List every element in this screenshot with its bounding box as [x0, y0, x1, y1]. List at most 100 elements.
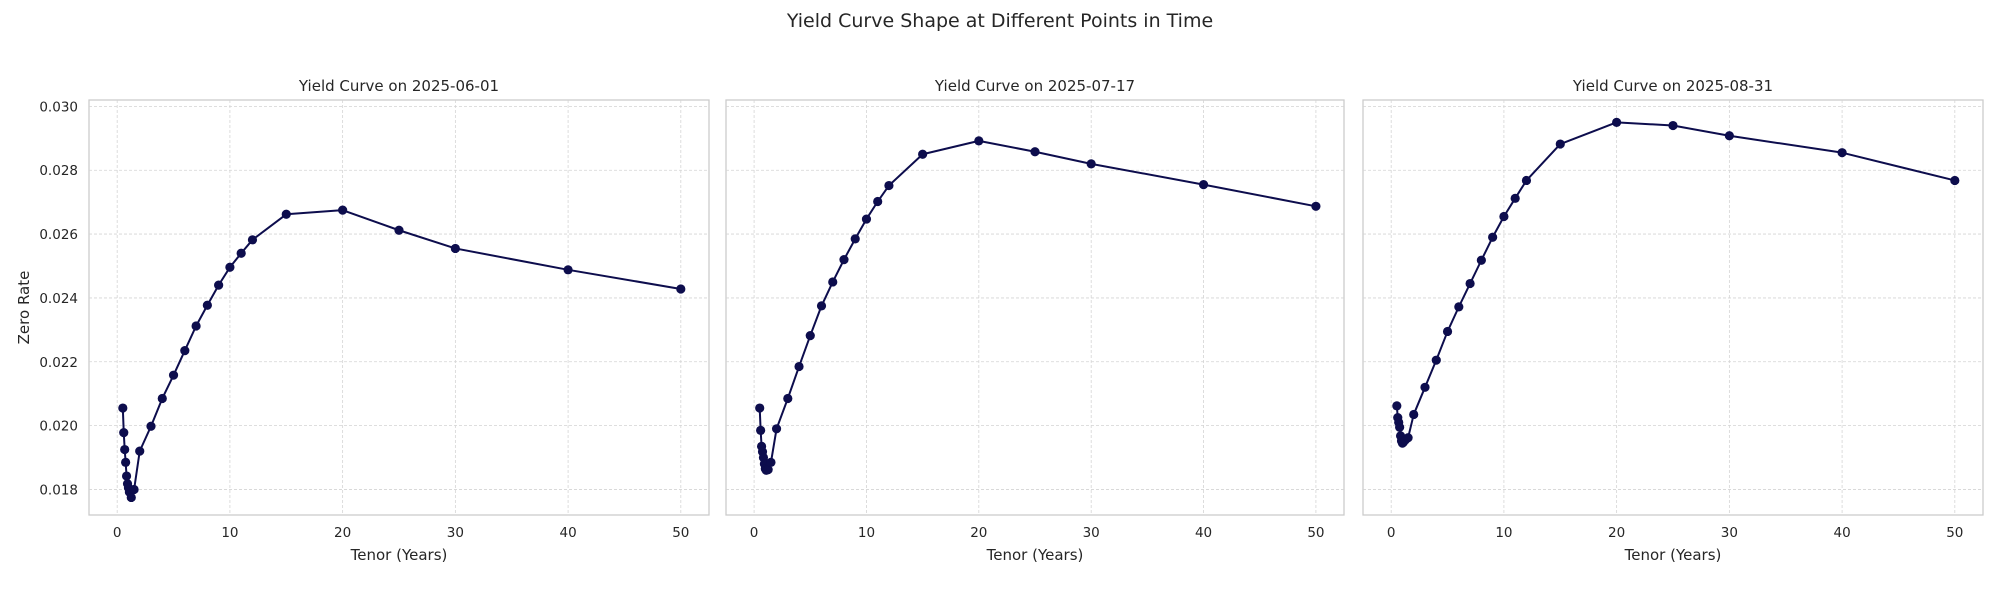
data-point	[763, 465, 773, 475]
data-point	[884, 180, 894, 191]
data-point	[839, 255, 849, 265]
x-tick-label: 40	[1195, 525, 1212, 541]
data-point	[918, 149, 928, 159]
x-tick-label: 20	[334, 525, 351, 541]
data-point	[450, 243, 460, 254]
y-axis-label: Zero Rate	[15, 271, 33, 345]
data-point	[338, 205, 348, 215]
data-point	[1392, 401, 1402, 411]
data-point	[120, 444, 130, 455]
x-tick-label: 0	[1387, 525, 1396, 541]
data-point	[816, 301, 827, 311]
data-point	[180, 345, 190, 356]
data-point	[794, 361, 804, 372]
data-point	[1420, 382, 1430, 392]
data-point	[146, 421, 156, 431]
data-point	[1488, 232, 1498, 242]
y-tick-label: 0.022	[39, 355, 78, 371]
data-point	[1442, 326, 1453, 337]
data-point	[129, 484, 139, 495]
panel-title: Yield Curve on 2025-06-01	[298, 77, 499, 95]
x-tick-label: 0	[113, 525, 122, 541]
data-point	[157, 393, 167, 404]
data-point	[1409, 409, 1419, 420]
panel-2: 0 10 20 30 40 50 Yield Curve on 2025-07-17 Teno…	[725, 77, 1345, 564]
data-point	[1311, 201, 1321, 211]
y-tick-label: 0.018	[39, 482, 78, 498]
data-point	[771, 424, 782, 434]
x-tick-label: 0	[750, 525, 759, 541]
x-tick-label: 10	[1495, 525, 1512, 541]
data-point	[1403, 433, 1413, 443]
x-tick-label: 40	[1833, 525, 1850, 541]
data-point	[236, 248, 246, 258]
plot-area	[725, 99, 1345, 516]
data-point	[974, 136, 984, 146]
x-tick-label: 40	[559, 525, 576, 541]
data-point	[1950, 175, 1960, 186]
plot-area	[88, 99, 710, 516]
data-point	[168, 370, 179, 380]
x-tick-label: 20	[970, 525, 987, 541]
panel-3: 0 10 20 30 40 50 Yield Curve on 2025-08-31 Teno…	[1362, 77, 1984, 564]
x-tick-label: 20	[1608, 525, 1625, 541]
data-point	[1395, 422, 1405, 432]
x-tick-label: 10	[858, 525, 875, 541]
x-tick-label: 50	[1946, 525, 1963, 541]
x-axis-label: Tenor (Years)	[986, 546, 1084, 564]
data-point	[766, 457, 776, 467]
data-point	[1668, 120, 1678, 131]
x-tick-label: 30	[1083, 525, 1100, 541]
data-point	[805, 330, 815, 341]
data-point	[394, 225, 404, 235]
data-point	[676, 284, 686, 294]
data-point	[1837, 148, 1847, 158]
data-point	[119, 428, 129, 438]
data-point	[225, 262, 235, 272]
x-axis-label: Tenor (Years)	[350, 546, 448, 564]
data-point	[247, 235, 258, 245]
data-point	[1499, 211, 1509, 222]
data-point	[121, 457, 131, 467]
data-point	[191, 321, 201, 331]
data-point	[118, 403, 128, 413]
data-point	[126, 492, 136, 503]
data-point	[202, 300, 212, 310]
data-point	[563, 265, 573, 275]
data-point	[121, 471, 132, 481]
data-point	[214, 280, 224, 290]
data-point	[828, 277, 838, 287]
data-point	[1465, 278, 1475, 289]
data-point	[1724, 131, 1734, 141]
data-point	[861, 214, 872, 224]
panel-title: Yield Curve on 2025-07-17	[934, 77, 1135, 95]
plot-area	[1362, 99, 1984, 516]
y-tick-label: 0.024	[39, 291, 78, 307]
x-tick-label: 30	[1721, 525, 1738, 541]
x-tick-label: 50	[672, 525, 689, 541]
panel-1: 0 10 20 30 40 50 0.018 0.020 0.022 0.024 0.026 0.02…	[15, 77, 710, 564]
x-axis-label: Tenor (Years)	[1624, 546, 1722, 564]
data-point	[873, 196, 883, 207]
data-point	[1030, 147, 1040, 157]
panel-title: Yield Curve on 2025-08-31	[1572, 77, 1773, 95]
data-point	[1555, 139, 1565, 149]
data-point	[1198, 179, 1209, 190]
data-point	[1612, 117, 1622, 127]
data-point	[1521, 175, 1532, 186]
data-point	[1454, 302, 1464, 312]
figure-title: Yield Curve Shape at Different Points in…	[786, 10, 1213, 32]
x-tick-label: 10	[221, 525, 238, 541]
data-point	[281, 209, 291, 219]
y-tick-label: 0.030	[39, 99, 78, 115]
y-tick-label: 0.026	[39, 227, 78, 243]
data-point	[1086, 159, 1096, 169]
data-point	[1510, 193, 1520, 203]
y-tick-label: 0.020	[39, 419, 78, 435]
data-point	[135, 446, 145, 456]
data-point	[783, 393, 793, 404]
data-point	[755, 403, 765, 413]
data-point	[1431, 355, 1441, 365]
y-tick-label: 0.028	[39, 163, 78, 179]
